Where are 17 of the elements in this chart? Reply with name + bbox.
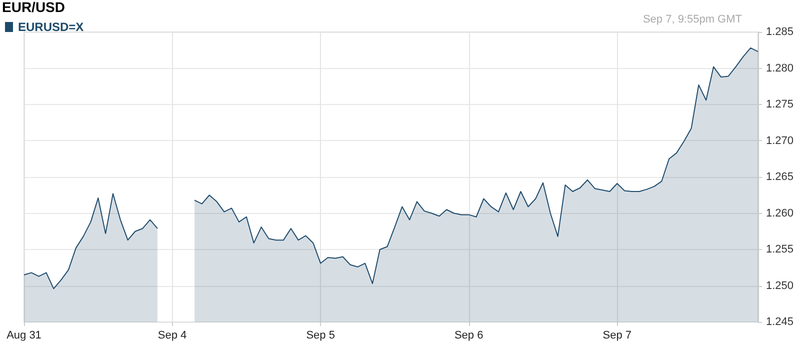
y-tick-label: 1.245 xyxy=(766,316,794,328)
y-tick-label: 1.250 xyxy=(766,280,794,292)
x-tick-label: Sep 6 xyxy=(454,330,484,342)
x-tick-label: Sep 4 xyxy=(158,330,187,342)
text: Sep 7, 9:55pm GMT xyxy=(642,14,742,26)
x-tick-label: Sep 5 xyxy=(306,330,335,342)
y-tick-label: 1.265 xyxy=(766,171,794,183)
y-tick-label: 1.260 xyxy=(766,207,794,220)
y-tick-label: 1.280 xyxy=(766,62,794,74)
y-tick-label: 1.285 xyxy=(766,26,794,38)
x-tick-label: Sep 7 xyxy=(602,330,632,342)
x-tick-label: Aug 31 xyxy=(6,330,42,342)
chart-title: EUR/USD xyxy=(2,0,66,15)
y-tick-label: 1.275 xyxy=(766,98,794,110)
y-tick-label: 1.270 xyxy=(766,134,794,147)
y-tick-label: 1.255 xyxy=(766,244,794,256)
legend-label: EURUSD=X xyxy=(18,20,84,34)
